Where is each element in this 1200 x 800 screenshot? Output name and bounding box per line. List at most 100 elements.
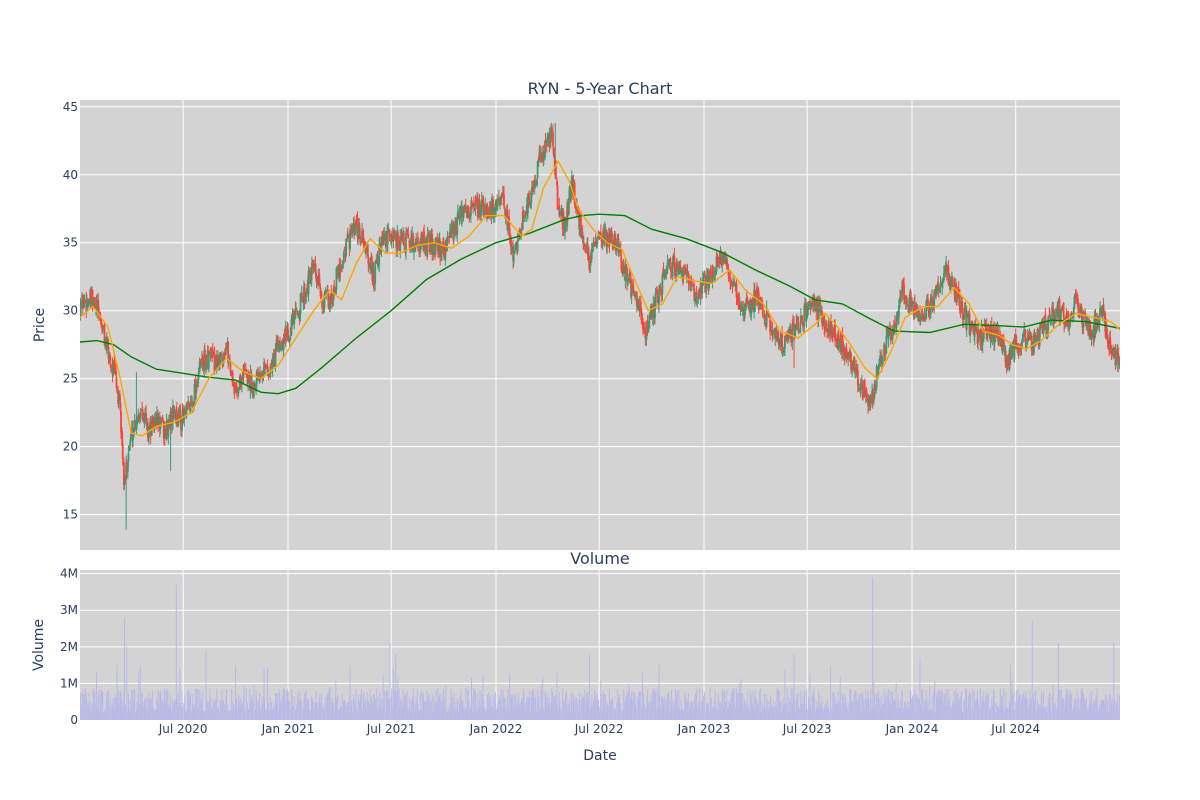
volume-bar (305, 689, 307, 720)
candle-body (581, 232, 584, 239)
candle-body (890, 331, 892, 342)
volume-bar (1029, 690, 1031, 720)
volume-bar (268, 702, 270, 720)
candle-body (319, 288, 322, 297)
candle-body (299, 314, 301, 320)
candle-body (403, 244, 406, 247)
candle-body (781, 353, 784, 356)
candle-body (187, 401, 190, 407)
volume-bar (1005, 692, 1007, 720)
volume-bar (399, 708, 401, 720)
candle-body (109, 355, 112, 365)
volume-bar (167, 708, 169, 720)
volume-bar (649, 709, 651, 720)
candle-body (81, 295, 84, 310)
volume-bar (220, 703, 222, 720)
candle-body (700, 284, 703, 295)
candle-body (838, 338, 840, 349)
volume-bar (1019, 693, 1021, 720)
candle-body (642, 328, 645, 333)
candle-body (189, 402, 192, 414)
candle-body (673, 255, 676, 266)
volume-bar (742, 705, 744, 720)
volume-bar (522, 697, 524, 720)
candle-body (182, 408, 185, 418)
volume-bar (1034, 701, 1036, 720)
volume-bar (284, 688, 286, 720)
volume-bar (237, 710, 239, 720)
candle-body (229, 363, 232, 372)
candle-body (496, 203, 499, 207)
volume-bar (287, 691, 289, 720)
volume-bar (1063, 706, 1065, 720)
candle-body (626, 278, 629, 286)
candle-body (121, 431, 124, 446)
candle-body (415, 238, 418, 246)
candle-body (136, 422, 138, 425)
candle-body (318, 273, 321, 282)
volume-bar (338, 708, 340, 720)
candle-body (969, 328, 972, 330)
volume-bar (447, 707, 449, 720)
volume-bar (562, 688, 564, 720)
volume-bar (301, 711, 303, 720)
volume-bar (587, 691, 589, 720)
candle-body (341, 264, 344, 268)
candle-body (118, 394, 121, 401)
volume-bar (671, 689, 673, 720)
volume-bar (1049, 704, 1051, 720)
candle-body (805, 317, 808, 321)
volume-bar (584, 689, 586, 720)
volume-bar (989, 710, 991, 720)
volume-bar (1061, 699, 1063, 720)
volume-bar (615, 707, 617, 720)
candle-body (660, 292, 663, 296)
candle-body (582, 239, 585, 242)
candle-body (145, 413, 148, 424)
volume-bar (836, 703, 838, 720)
volume-bar (147, 698, 149, 720)
candle-body (350, 229, 353, 233)
candle-body (537, 157, 540, 163)
volume-bar (253, 712, 255, 720)
candle-body (600, 240, 603, 242)
candle-body (568, 186, 571, 199)
volume-bar (1001, 696, 1003, 720)
candle-body (253, 381, 256, 385)
candle-body (827, 325, 830, 331)
volume-bar (810, 705, 812, 720)
volume-bar (143, 700, 145, 720)
candle-body (221, 358, 224, 364)
volume-bar (339, 709, 341, 720)
candle-body (583, 244, 586, 247)
volume-bar (241, 700, 243, 720)
volume-bar (985, 696, 987, 720)
candle-body (432, 248, 435, 255)
volume-bar (330, 707, 332, 720)
volume-bar (643, 692, 645, 720)
volume-bar (100, 694, 102, 720)
volume-bar (650, 693, 652, 720)
candle-body (440, 246, 443, 254)
volume-bar (726, 690, 728, 720)
candle-body (871, 393, 874, 402)
volume-bar (428, 694, 430, 720)
volume-bar (530, 697, 532, 720)
volume-bar (885, 707, 887, 720)
candle-body (629, 272, 632, 282)
volume-bar (267, 702, 269, 720)
volume-bar (443, 688, 445, 720)
volume-bar (1003, 688, 1005, 720)
volume-bar (347, 701, 349, 720)
candle-body (670, 265, 672, 273)
candle-body (955, 285, 958, 299)
volume-bar (224, 703, 226, 720)
candle-body (487, 212, 489, 218)
candle-body (963, 307, 966, 313)
candle-body (478, 202, 480, 216)
candle-body (610, 231, 613, 237)
volume-bar (887, 696, 889, 720)
volume-bar (355, 708, 357, 720)
candle-body (877, 368, 880, 377)
candle-body (91, 290, 94, 305)
